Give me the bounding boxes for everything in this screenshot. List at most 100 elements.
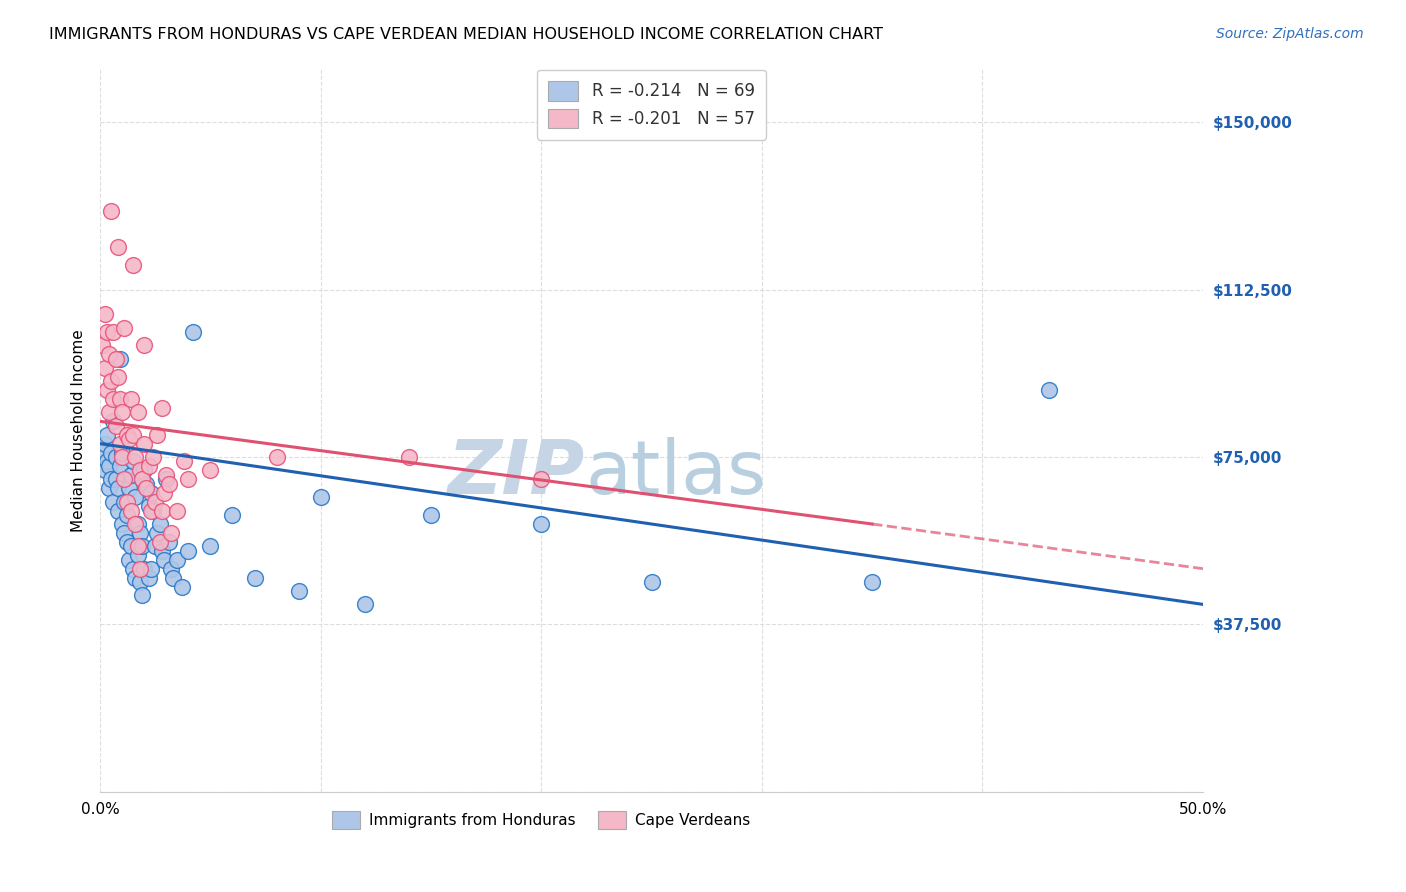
Y-axis label: Median Household Income: Median Household Income: [72, 329, 86, 532]
Point: [124, 450, 146, 464]
Point: [159, 562, 181, 576]
Point: [100, 374, 122, 388]
Point: [155, 472, 177, 486]
Point: [149, 516, 172, 531]
Point: [100, 472, 122, 486]
Legend: Immigrants from Honduras, Cape Verdeans: Immigrants from Honduras, Cape Verdeans: [326, 805, 756, 835]
Point: [139, 562, 162, 576]
Point: [97, 347, 120, 361]
Point: [120, 392, 142, 406]
Point: [131, 539, 153, 553]
Point: [91, 338, 114, 352]
Point: [530, 516, 553, 531]
Point: [153, 553, 176, 567]
Point: [115, 534, 138, 549]
Point: [112, 472, 135, 486]
Point: [104, 450, 127, 464]
Point: [128, 562, 150, 576]
Point: [111, 405, 134, 419]
Point: [111, 516, 134, 531]
Text: Source: ZipAtlas.com: Source: ZipAtlas.com: [1216, 27, 1364, 41]
Point: [108, 458, 131, 473]
Point: [128, 463, 150, 477]
Point: [134, 338, 156, 352]
Point: [177, 472, 200, 486]
Point: [860, 575, 883, 590]
Point: [104, 472, 127, 486]
Point: [127, 539, 149, 553]
Point: [143, 494, 166, 508]
Point: [150, 544, 173, 558]
Point: [128, 575, 150, 590]
Point: [143, 539, 166, 553]
Point: [170, 580, 193, 594]
Point: [200, 539, 222, 553]
Point: [142, 450, 165, 464]
Point: [97, 405, 120, 419]
Point: [115, 508, 138, 522]
Point: [112, 494, 135, 508]
Point: [93, 436, 115, 450]
Point: [100, 445, 122, 459]
Point: [112, 525, 135, 540]
Point: [146, 525, 169, 540]
Point: [162, 571, 184, 585]
Point: [93, 360, 115, 375]
Point: [103, 414, 125, 428]
Point: [93, 307, 115, 321]
Point: [107, 481, 129, 495]
Text: atlas: atlas: [585, 437, 766, 510]
Point: [118, 481, 141, 495]
Point: [420, 508, 443, 522]
Point: [108, 392, 131, 406]
Point: [122, 258, 145, 272]
Point: [142, 503, 165, 517]
Point: [131, 472, 153, 486]
Point: [138, 458, 160, 473]
Point: [124, 490, 146, 504]
Point: [108, 436, 131, 450]
Point: [150, 401, 173, 415]
Point: [309, 490, 332, 504]
Point: [96, 383, 118, 397]
Point: [103, 325, 125, 339]
Point: [124, 571, 146, 585]
Point: [150, 503, 173, 517]
Point: [134, 562, 156, 576]
Point: [127, 516, 149, 531]
Point: [124, 516, 146, 531]
Point: [115, 494, 138, 508]
Point: [128, 525, 150, 540]
Point: [127, 405, 149, 419]
Point: [159, 525, 181, 540]
Point: [108, 351, 131, 366]
Point: [200, 463, 222, 477]
Point: [398, 450, 420, 464]
Point: [120, 539, 142, 553]
Point: [353, 598, 375, 612]
Point: [146, 427, 169, 442]
Point: [93, 463, 115, 477]
Point: [115, 427, 138, 442]
Point: [243, 571, 266, 585]
Point: [100, 204, 122, 219]
Point: [530, 472, 553, 486]
Point: [104, 351, 127, 366]
Point: [122, 427, 145, 442]
Point: [166, 553, 188, 567]
Point: [640, 575, 662, 590]
Point: [111, 445, 134, 459]
Point: [120, 503, 142, 517]
Point: [221, 508, 243, 522]
Point: [127, 549, 149, 563]
Point: [173, 454, 195, 468]
Point: [139, 485, 162, 500]
Point: [96, 427, 118, 442]
Point: [266, 450, 288, 464]
Point: [287, 584, 309, 599]
Point: [134, 463, 156, 477]
Point: [138, 499, 160, 513]
Point: [103, 494, 125, 508]
Point: [118, 432, 141, 446]
Point: [181, 325, 204, 339]
